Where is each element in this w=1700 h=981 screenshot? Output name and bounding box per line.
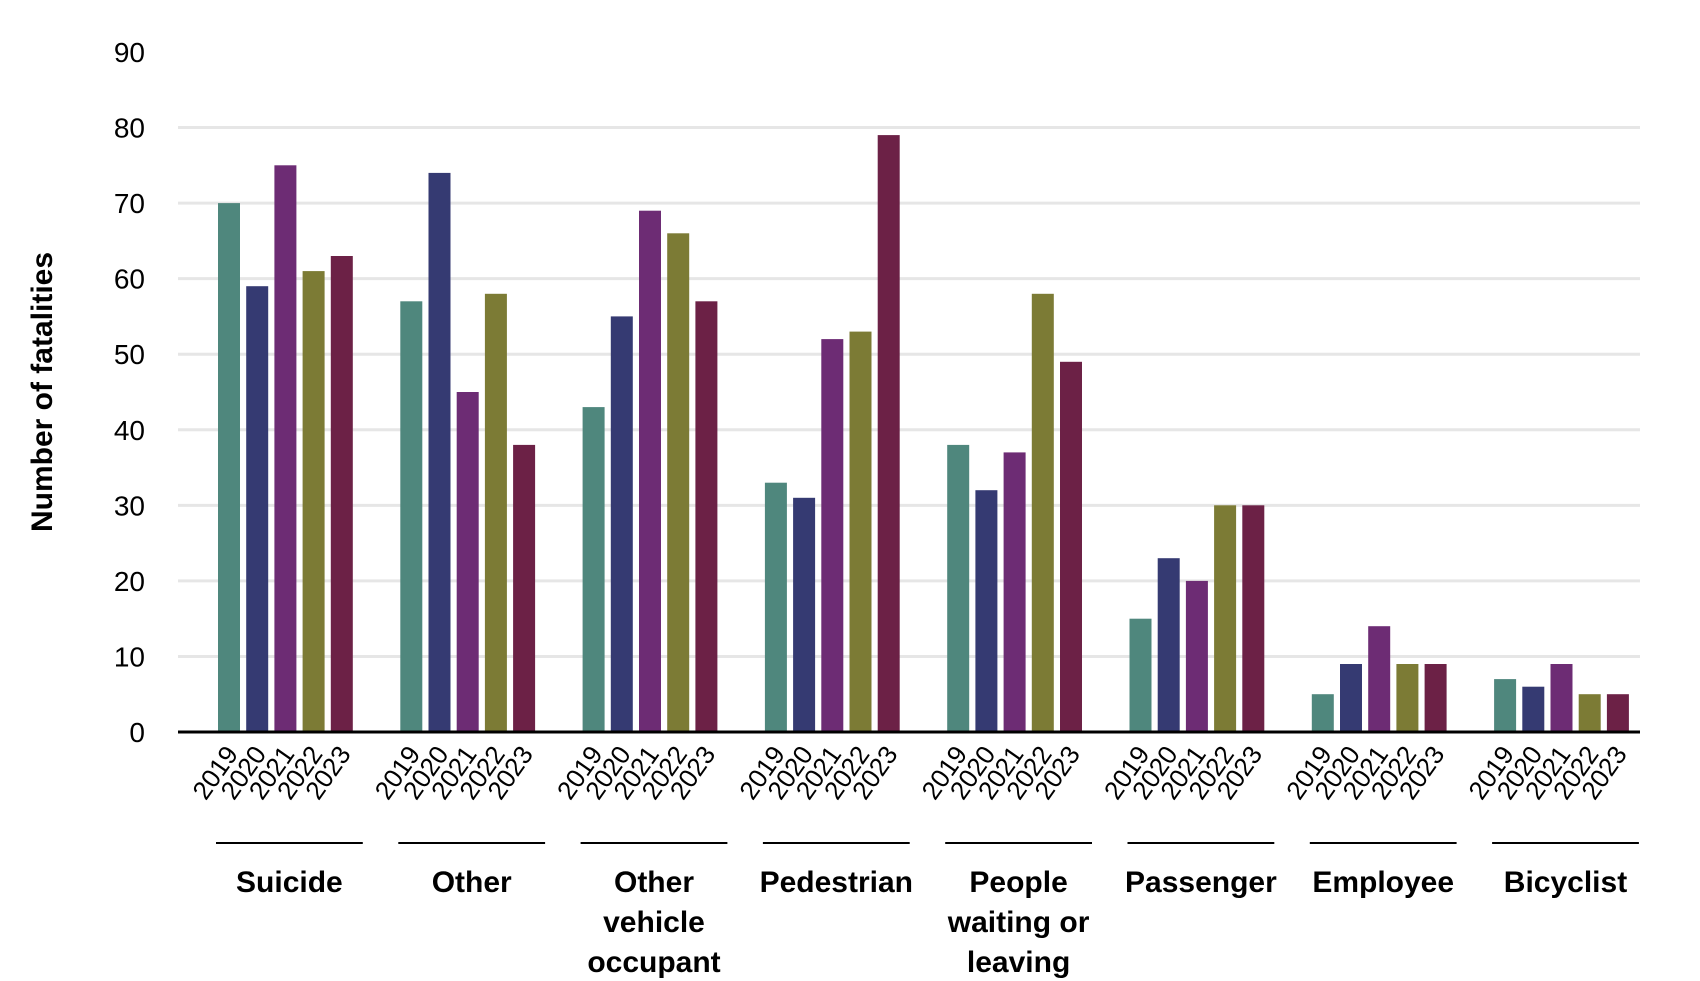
y-tick-label: 30 [114, 490, 145, 521]
bar-2022 [1578, 694, 1601, 732]
category-label: leaving [967, 946, 1070, 979]
bar-2021 [1003, 452, 1026, 732]
category-label: Bicyclist [1504, 866, 1627, 899]
bars [218, 135, 1629, 733]
y-tick-label: 10 [114, 641, 145, 672]
category-label: Other [432, 866, 512, 899]
bar-2023 [330, 256, 353, 732]
y-tick-label: 0 [129, 717, 145, 748]
bar-2021 [821, 339, 844, 732]
bar-2023 [513, 444, 536, 732]
gridlines [178, 126, 1640, 658]
category-label: waiting or [947, 906, 1090, 939]
bar-2022 [1396, 664, 1419, 732]
category-label: Pedestrian [760, 866, 913, 899]
bar-2020 [1340, 664, 1362, 732]
bar-2022 [1031, 293, 1054, 732]
bar-2021 [274, 165, 297, 733]
bar-2020 [428, 172, 451, 732]
bar-2023 [1060, 361, 1082, 732]
category-label: Employee [1312, 866, 1454, 899]
x-axis-labels: 20192020202120222023Suicide2019202020212… [186, 740, 1639, 979]
bar-2021 [1368, 626, 1391, 732]
bar-2019 [400, 301, 423, 732]
category-label: Other [614, 866, 694, 899]
y-axis-title: Number of fatalities [26, 252, 59, 532]
bar-2022 [484, 293, 507, 732]
y-tick-label: 70 [114, 188, 145, 219]
bar-2019 [218, 203, 240, 733]
y-tick-label: 60 [114, 264, 145, 295]
y-tick-label: 80 [114, 113, 145, 144]
y-tick-label: 20 [114, 566, 145, 597]
bar-2019 [1494, 679, 1517, 732]
bar-2020 [610, 316, 633, 732]
bar-2022 [1214, 505, 1237, 732]
bar-2022 [302, 271, 325, 732]
bar-2019 [582, 407, 605, 732]
bar-2019 [1311, 694, 1334, 732]
bar-2021 [456, 392, 479, 732]
category-label: Passenger [1125, 866, 1277, 899]
bar-2021 [1185, 580, 1208, 732]
bar-2021 [1550, 664, 1573, 732]
bar-2022 [849, 331, 872, 732]
category-label: occupant [587, 946, 720, 979]
category-label: People [969, 866, 1067, 899]
bar-2020 [793, 497, 816, 732]
bar-2022 [667, 233, 690, 733]
y-tick-label: 90 [114, 37, 145, 68]
bar-2019 [947, 444, 970, 732]
bar-2019 [764, 482, 787, 732]
category-label: Suicide [236, 866, 343, 899]
bar-2020 [1522, 686, 1545, 732]
bar-2023 [877, 135, 900, 733]
category-label: vehicle [603, 906, 705, 939]
y-axis-ticks: 0 10 20 30 40 50 60 70 80 90 [114, 37, 145, 748]
bar-2023 [1606, 694, 1629, 732]
bar-2023 [1424, 664, 1447, 732]
bar-2019 [1129, 618, 1152, 732]
bar-2023 [695, 301, 718, 732]
bar-2023 [1242, 505, 1265, 732]
bar-2020 [975, 490, 998, 732]
y-tick-label: 50 [114, 339, 145, 370]
bar-2020 [1157, 558, 1180, 732]
bar-2021 [639, 210, 661, 732]
y-tick-label: 40 [114, 415, 145, 446]
bar-2020 [246, 286, 269, 732]
